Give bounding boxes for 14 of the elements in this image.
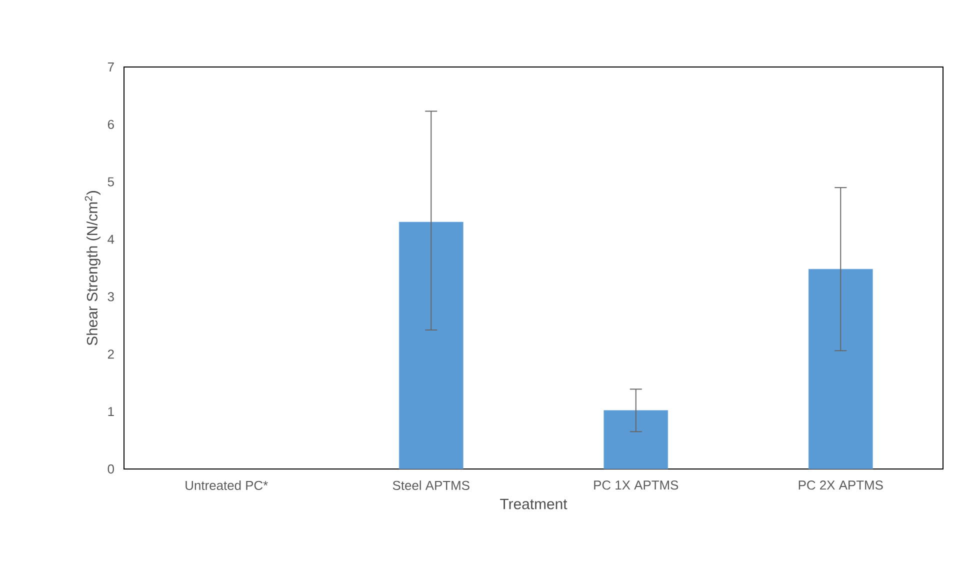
y-tick-label: 5: [108, 177, 114, 186]
y-tick-label: 0: [108, 464, 114, 474]
y-tick-label: 4: [108, 234, 114, 244]
y-axis-title: Shear Strength (N/cm$^{2}$): [84, 191, 100, 346]
y-tick-label: 3: [108, 292, 114, 302]
x-tick-label: Untreated PC*: [186, 480, 268, 490]
x-tick-label: PC 1X APTMS: [594, 480, 678, 490]
y-tick-label: 1: [108, 407, 114, 416]
y-tick-label: 7: [108, 62, 114, 72]
y-tick-label: 6: [108, 120, 114, 129]
x-tick-label: Steel APTMS: [392, 480, 470, 490]
x-tick-label: PC 2X APTMS: [798, 480, 883, 490]
y-tick-label: 2: [108, 350, 114, 359]
x-axis-title: Treatment: [500, 498, 568, 510]
